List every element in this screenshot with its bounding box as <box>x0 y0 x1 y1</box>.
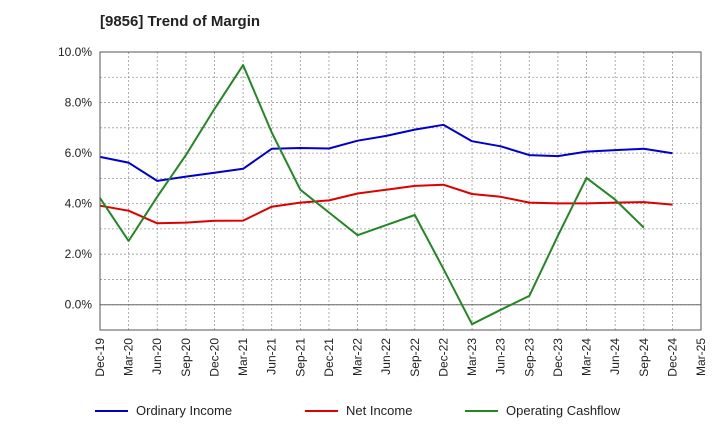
series-line <box>99 183 673 225</box>
x-tick-label: Sep-21 <box>293 338 307 377</box>
x-tick-label: Mar-21 <box>236 338 250 376</box>
x-tick-label: Sep-22 <box>408 338 422 377</box>
x-tick-label: Jun-21 <box>265 338 279 375</box>
x-tick-label: Sep-20 <box>179 338 193 377</box>
x-tick-label: Sep-24 <box>637 338 651 377</box>
x-tick-label: Mar-23 <box>465 338 479 376</box>
x-tick-label: Jun-24 <box>608 338 622 375</box>
x-tick-label: Dec-24 <box>665 338 679 377</box>
legend-label: Operating Cashflow <box>506 403 621 418</box>
series-layer <box>99 64 673 326</box>
x-tick-label: Dec-22 <box>436 338 450 377</box>
x-tick-label: Mar-25 <box>694 338 708 376</box>
y-tick-label: 10.0% <box>58 45 92 59</box>
y-tick-label: 8.0% <box>65 96 93 110</box>
legend-label: Ordinary Income <box>136 403 232 418</box>
axis-layer: 0.0% 2.0% 4.0% 6.0% 8.0% 10.0% Dec-19 Mar-20 Jun… <box>58 45 708 377</box>
y-tick-label: 2.0% <box>65 247 93 261</box>
x-tick-label: Mar-24 <box>580 338 594 376</box>
series-line <box>99 64 645 326</box>
x-tick-label: Dec-21 <box>322 338 336 377</box>
x-tick-label: Mar-22 <box>351 338 365 376</box>
x-tick-label: Jun-23 <box>494 338 508 375</box>
series-line <box>99 123 673 182</box>
legend-label: Net Income <box>346 403 412 418</box>
x-tick-label: Dec-19 <box>93 338 107 377</box>
x-tick-label: Dec-20 <box>207 338 221 377</box>
x-tick-label: Jun-20 <box>150 338 164 375</box>
plot-border <box>99 51 702 331</box>
x-tick-label: Mar-20 <box>122 338 136 376</box>
plot-area <box>100 52 701 330</box>
y-tick-label: 4.0% <box>65 197 93 211</box>
legend: Ordinary Income Net Income Operating Cashf… <box>95 403 621 418</box>
y-tick-label: 6.0% <box>65 146 93 160</box>
chart-title: [9856] Trend of Margin <box>100 13 261 30</box>
x-tick-label: Jun-22 <box>379 338 393 375</box>
grid-layer <box>99 51 702 331</box>
x-tick-label: Sep-23 <box>522 338 536 377</box>
y-tick-label: 0.0% <box>65 298 93 312</box>
x-tick-label: Dec-23 <box>551 338 565 377</box>
